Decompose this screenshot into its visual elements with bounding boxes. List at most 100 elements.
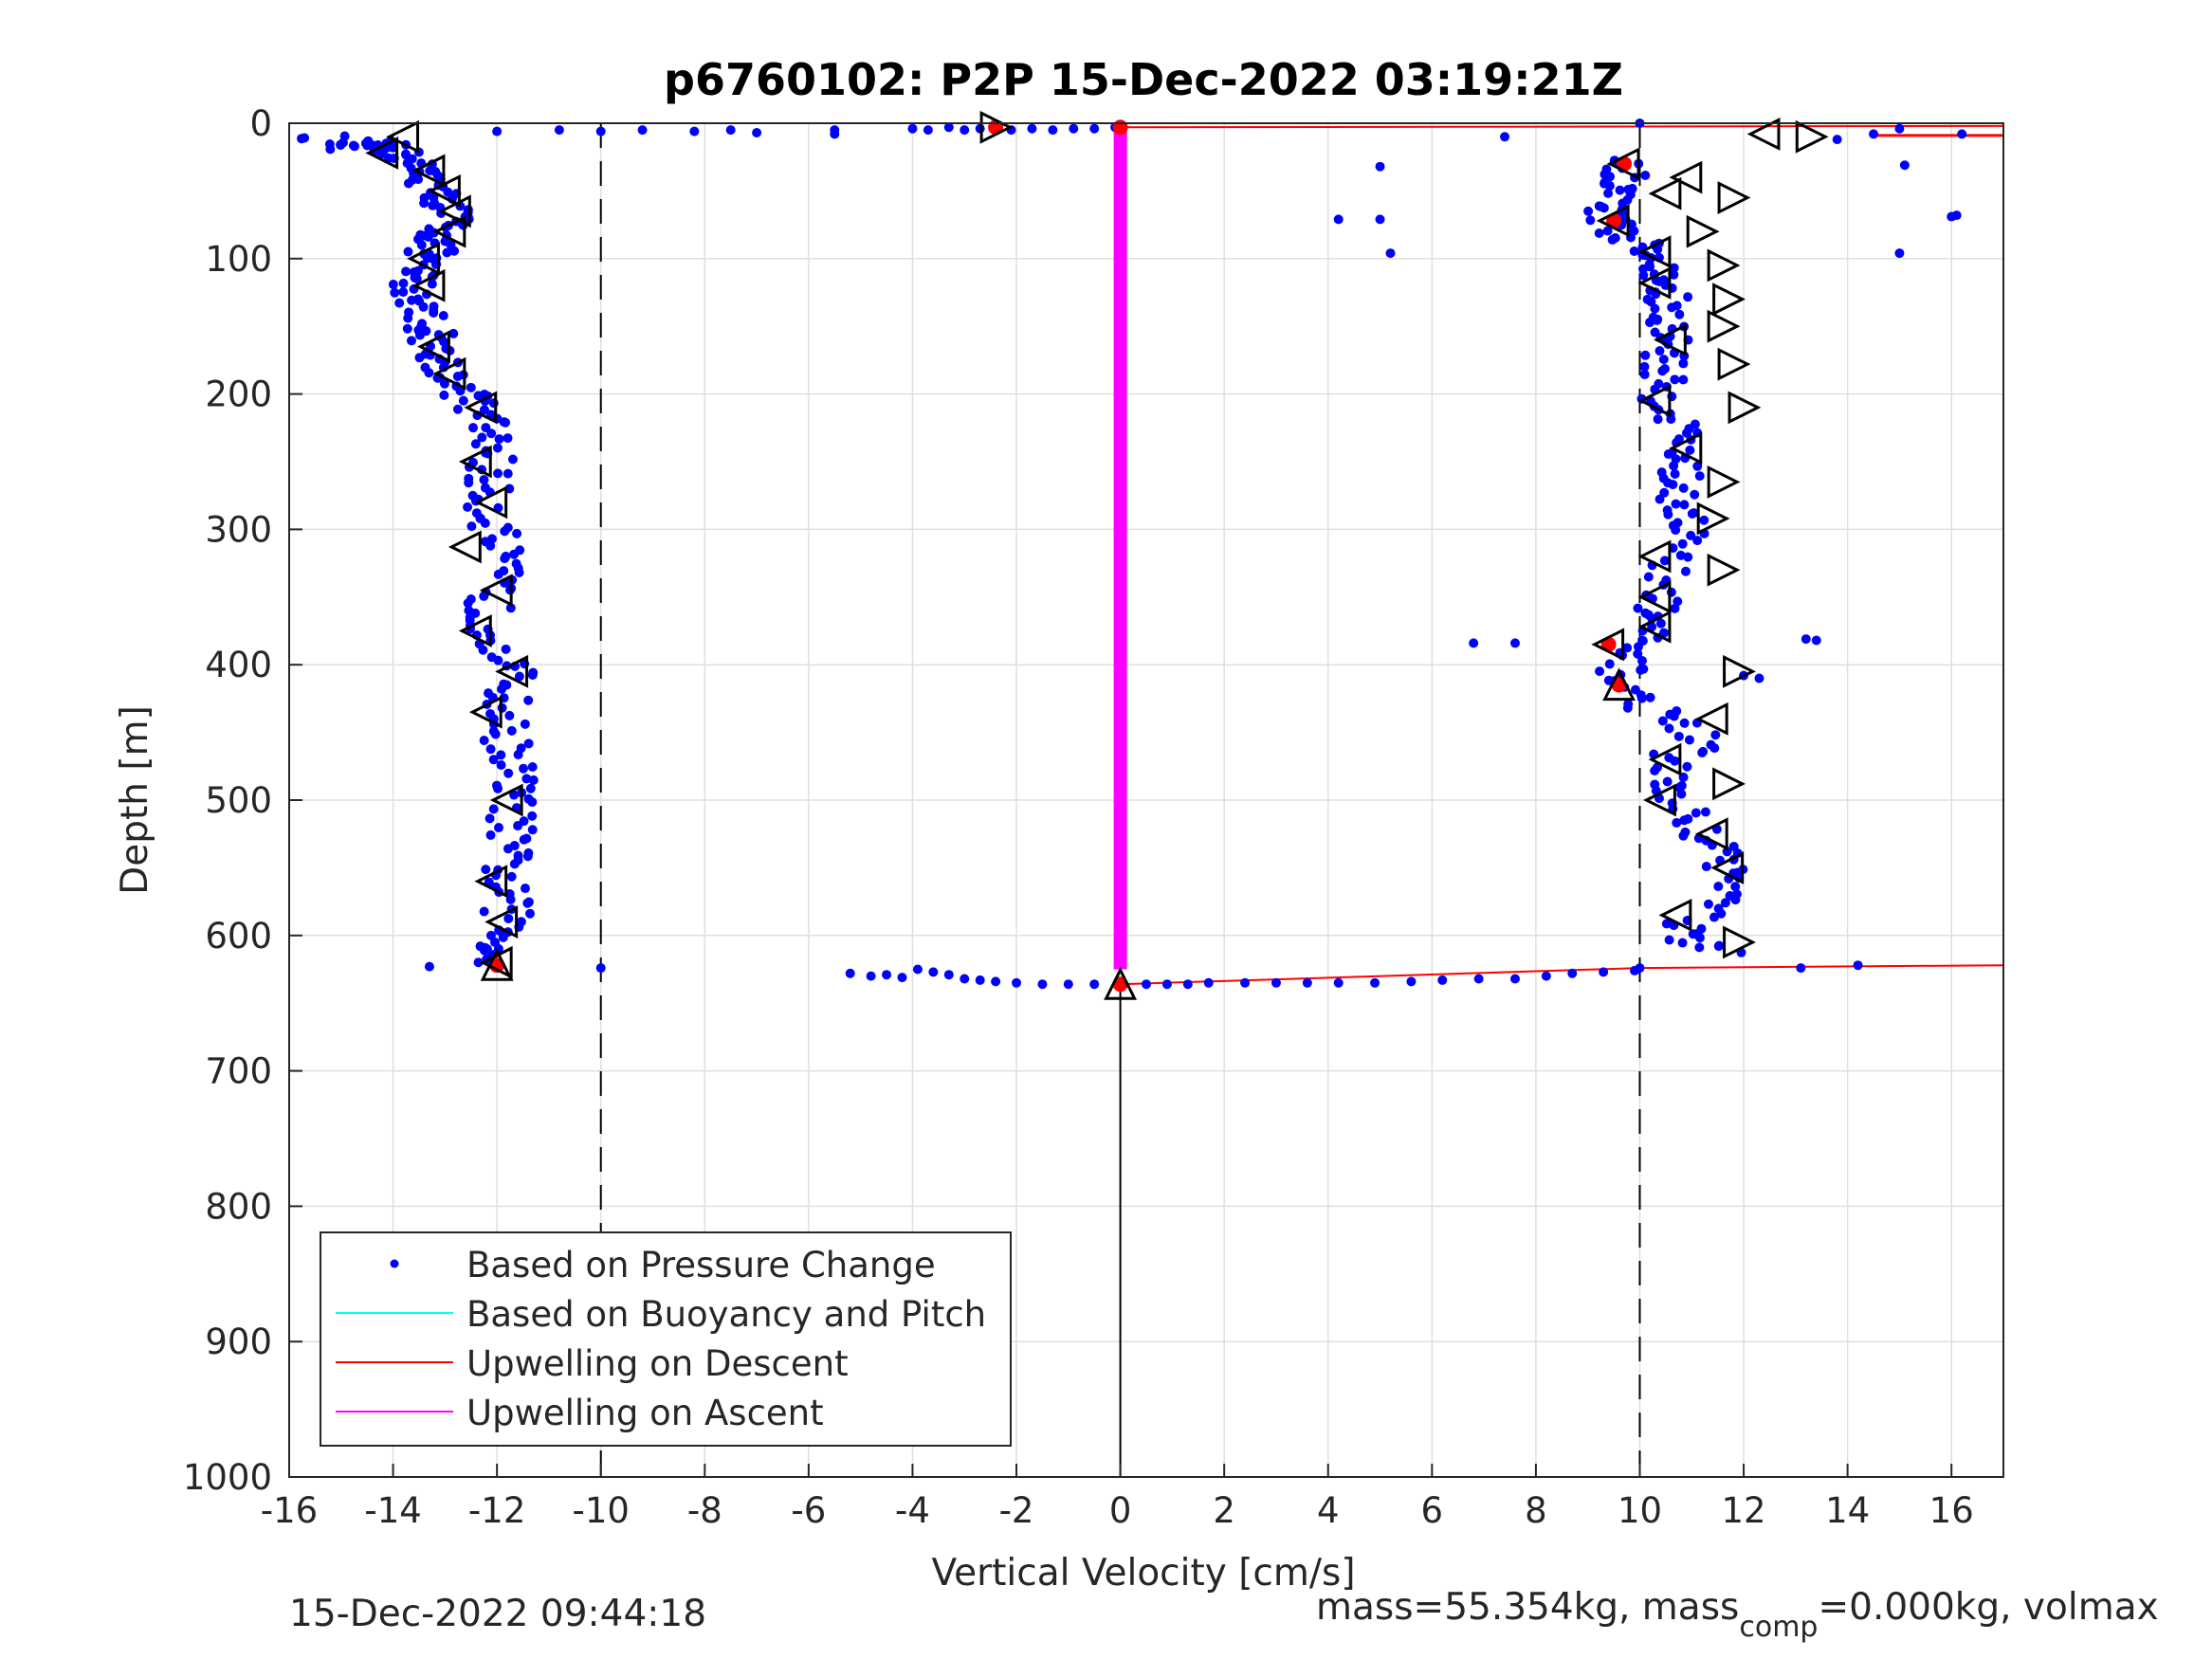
right-triangle-marker (1712, 767, 1746, 801)
descent-data-point (505, 603, 516, 613)
bottom-data-point (845, 968, 855, 978)
y-axis-label: Depth [m] (114, 705, 156, 895)
surface-data-point (923, 125, 933, 136)
outlier-data-point (1951, 210, 1962, 221)
left-triangle-marker (1654, 323, 1687, 356)
outlier-data-point (1801, 634, 1811, 645)
left-triangle-marker (1643, 783, 1676, 817)
outlier-data-point (1894, 248, 1905, 259)
up-triangle-marker (1104, 966, 1138, 1000)
bottom-data-point (1271, 977, 1281, 988)
surface-data-point (830, 129, 840, 139)
ascent-data-point (1604, 659, 1615, 669)
y-tick-label: 0 (249, 103, 272, 144)
left-triangle-marker (365, 136, 399, 170)
descent-data-point (402, 323, 412, 334)
ascent-data-point (1682, 761, 1692, 772)
up-triangle-marker (1602, 667, 1636, 702)
x-tick-label: 2 (1213, 1490, 1235, 1531)
outlier-data-point (1754, 673, 1764, 684)
bottom-data-point (897, 973, 907, 983)
descent-data-point (479, 906, 489, 917)
ascent-data-point (1670, 756, 1680, 766)
descent-data-point (464, 478, 474, 488)
outlier-data-point (1509, 638, 1520, 648)
left-triangle-marker (1591, 628, 1625, 662)
ascent-data-point (1640, 171, 1651, 181)
surface-data-point (1027, 123, 1037, 134)
bottom-data-point (866, 971, 876, 981)
ascent-data-point (1710, 730, 1721, 740)
ascent-data-point (1684, 735, 1694, 745)
right-triangle-marker (1728, 391, 1762, 425)
surface-data-point (725, 125, 736, 136)
ascent-data-point (1683, 552, 1693, 562)
descent-data-point (473, 391, 484, 401)
ascent-data-point (1678, 374, 1689, 385)
descent-data-point (481, 865, 491, 875)
left-triangle-marker (1648, 176, 1682, 210)
right-triangle-marker (1696, 501, 1730, 536)
legend-label-descent: Upwelling on Descent (466, 1343, 849, 1384)
ascent-data-point (1669, 263, 1679, 273)
footer-mass-suffix: =0.000kg, volmax (1818, 1586, 2158, 1629)
descent-data-point (438, 310, 448, 320)
ascent-data-point (1677, 938, 1688, 948)
bottom-data-point (1567, 968, 1578, 978)
descent-data-point (513, 821, 523, 831)
descent-data-point (503, 913, 514, 923)
ascent-data-point (1716, 908, 1727, 919)
descent-data-point (403, 313, 413, 323)
descent-data-point (477, 432, 487, 443)
descent-data-point (427, 279, 437, 289)
y-tick-label: 900 (205, 1322, 272, 1362)
left-triangle-marker (1637, 266, 1672, 300)
left-triangle-marker (1710, 850, 1745, 884)
descent-data-point (486, 428, 497, 439)
legend-box (320, 1231, 1012, 1447)
x-tick-label: -2 (999, 1490, 1034, 1531)
ascent-data-point (1615, 185, 1625, 195)
descent-data-point (501, 644, 511, 654)
ascent-data-point (1647, 622, 1657, 632)
left-triangle-marker (448, 530, 482, 564)
descent-data-point (494, 434, 504, 445)
ascent-data-point (1683, 292, 1693, 302)
ascent-data-point (1640, 350, 1651, 360)
bottom-data-point (1063, 979, 1073, 990)
descent-data-point (463, 501, 473, 512)
descent-data-point (336, 140, 346, 151)
ascent-data-point (1694, 933, 1705, 943)
ascent-data-point (1686, 530, 1696, 540)
bottom-data-point (1182, 979, 1193, 990)
ascent-data-point (1657, 716, 1668, 726)
ascent-data-point (1679, 718, 1690, 728)
descent-data-point (480, 518, 490, 528)
descent-data-point (493, 655, 503, 665)
descent-data-point (512, 528, 522, 538)
ascent-data-point (1645, 692, 1655, 702)
descent-data-point (398, 287, 409, 298)
ascent-data-point (1629, 246, 1639, 256)
ascent-data-point (1633, 603, 1643, 613)
descent-data-point (449, 246, 460, 256)
outlier-data-point (1894, 123, 1905, 134)
descent-data-point (492, 443, 503, 453)
bottom-data-point (991, 976, 1001, 987)
left-triangle-marker (386, 119, 420, 154)
bottom-data-point (1853, 960, 1863, 971)
descent-data-point (514, 567, 524, 577)
descent-data-point (513, 750, 523, 760)
descent-data-point (425, 165, 435, 175)
left-triangle-marker (474, 485, 508, 520)
descent-data-point (407, 336, 417, 346)
ascent-upwelling-bar (1113, 123, 1127, 970)
ascent-data-point (1639, 361, 1650, 372)
left-triangle-marker (1637, 580, 1672, 614)
descent-data-point (479, 475, 489, 485)
ascent-data-point (1730, 882, 1741, 892)
descent-data-point (493, 569, 503, 579)
left-triangle-marker (479, 945, 513, 979)
bottom-data-point (960, 974, 970, 984)
descent-data-point (525, 783, 536, 793)
